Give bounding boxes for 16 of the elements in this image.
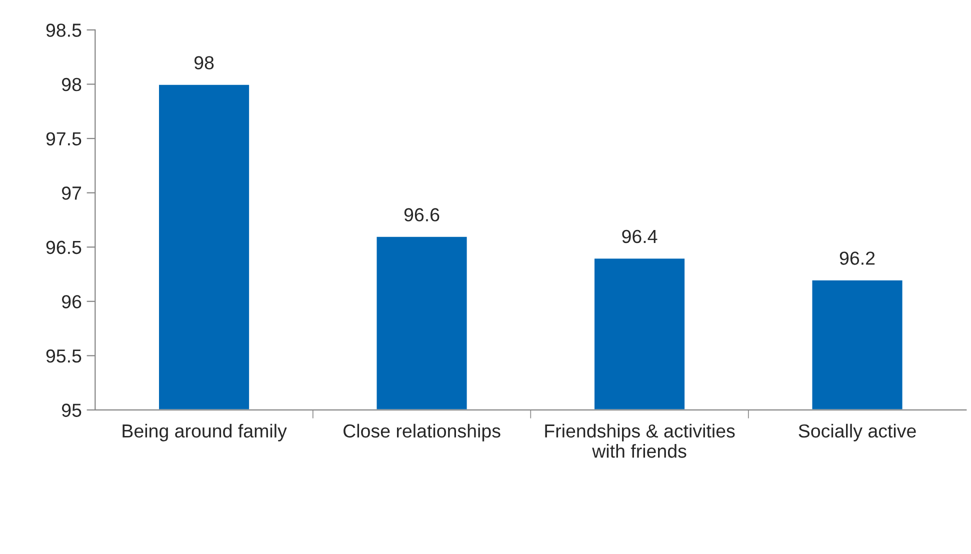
y-tick-label: 96 bbox=[62, 295, 82, 308]
y-tick-label: 95 bbox=[62, 404, 82, 417]
data-label: 96.6 bbox=[404, 208, 440, 222]
x-tick-label: Being around family bbox=[122, 424, 287, 442]
data-label: 98 bbox=[194, 56, 214, 70]
data-label: 96.4 bbox=[622, 230, 658, 244]
y-tick-label: 97 bbox=[62, 186, 82, 200]
y-tick-label: 97.5 bbox=[46, 132, 82, 146]
y-tick-label: 98.5 bbox=[46, 24, 82, 37]
x-tick-label: Socially active bbox=[798, 424, 916, 442]
data-label: 96.2 bbox=[840, 252, 875, 265]
y-tick-label: 98 bbox=[62, 78, 82, 92]
y-tick-label: 96.5 bbox=[46, 240, 82, 254]
x-tick-label: Close relationships bbox=[344, 424, 500, 442]
x-tick-label: Friendships & activities with friends bbox=[545, 424, 735, 458]
y-tick-label: 95.5 bbox=[46, 349, 82, 363]
